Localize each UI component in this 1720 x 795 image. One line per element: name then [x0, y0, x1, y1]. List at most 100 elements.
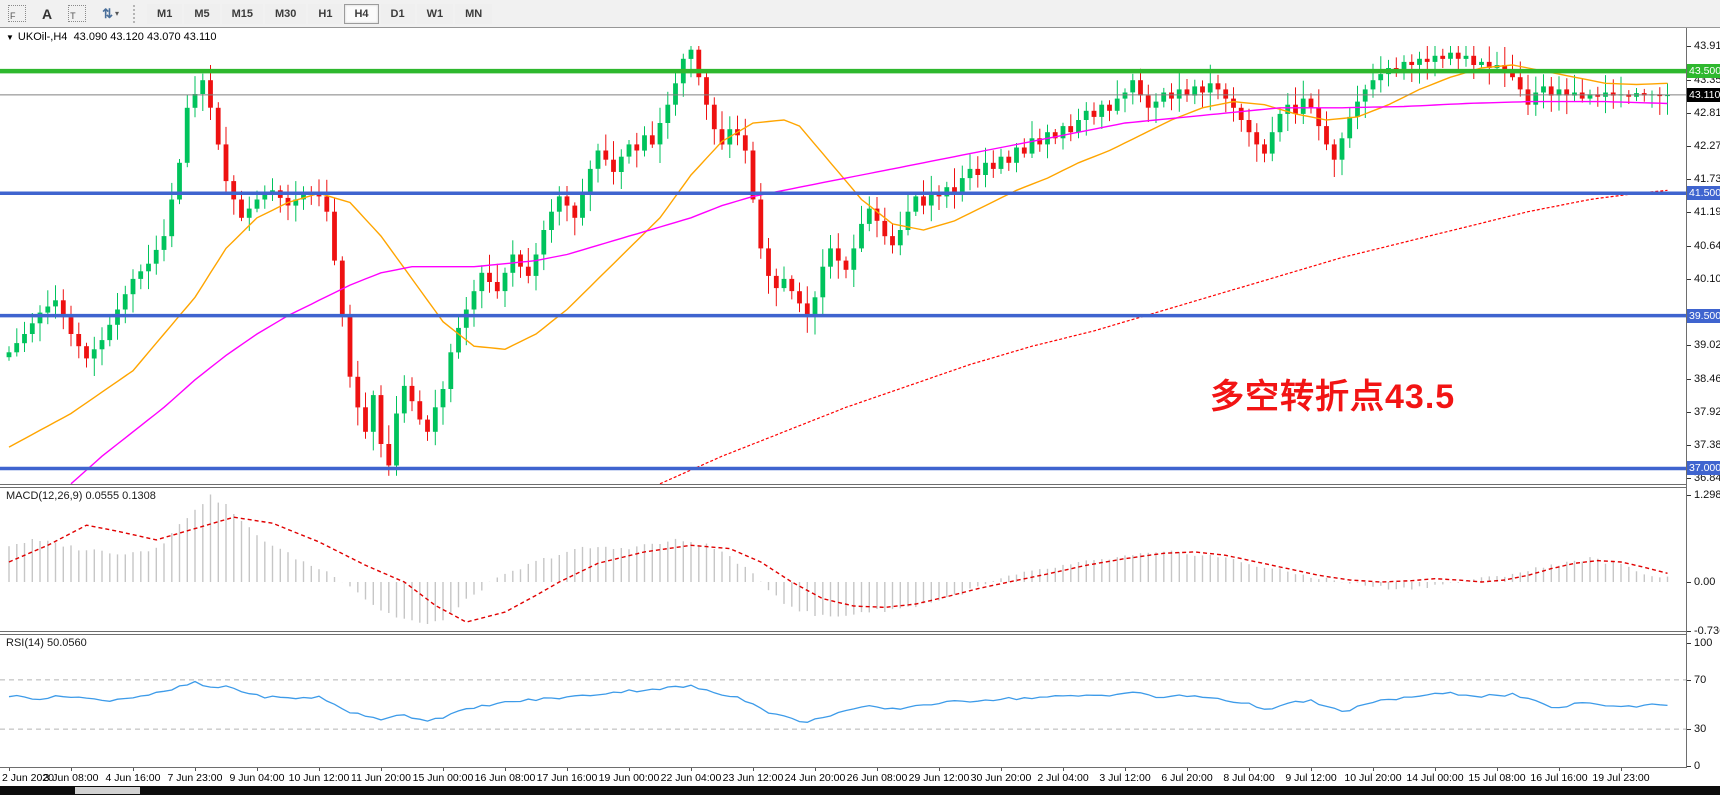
time-axis-label: 17 Jun 16:00	[536, 772, 598, 784]
timeframe-button-H1[interactable]: H1	[308, 3, 343, 24]
time-tick	[815, 768, 816, 771]
time-tick	[505, 768, 506, 771]
time-axis-label: 15 Jun 00:00	[412, 772, 474, 784]
time-axis-label: 15 Jul 08:00	[1468, 772, 1526, 784]
price-level-badge: 43.500	[1687, 64, 1720, 79]
price-level-badge: 41.500	[1687, 186, 1720, 201]
time-tick	[257, 768, 258, 771]
ohlc-values: 43.090 43.120 43.070 43.110	[73, 31, 217, 43]
time-axis-label: 6 Jul 20:00	[1161, 772, 1213, 784]
timeframe-button-M5[interactable]: M5	[184, 3, 220, 24]
ma-mid-line	[70, 100, 1668, 484]
timeframe-button-M15[interactable]: M15	[221, 3, 264, 24]
time-axis-label: 29 Jun 12:00	[908, 772, 970, 784]
time-axis-label: 7 Jun 23:00	[167, 772, 223, 784]
panel-separator	[0, 634, 1687, 635]
time-tick	[1249, 768, 1250, 771]
time-tick	[629, 768, 630, 771]
macd-histogram	[8, 494, 1669, 624]
letter-a-button[interactable]: A	[35, 3, 59, 24]
timeframe-button-W1[interactable]: W1	[416, 3, 454, 24]
time-axis-label: 26 Jun 08:00	[846, 772, 908, 784]
price-level-badge: 39.500	[1687, 308, 1720, 323]
text-box-icon: T	[68, 5, 87, 22]
symbol-label: UKOil-,H4	[17, 31, 68, 43]
macd-canvas[interactable]	[0, 488, 1687, 631]
time-axis-label: 9 Jun 04:00	[229, 772, 285, 784]
time-tick	[753, 768, 754, 771]
time-axis-label: 19 Jun 00:00	[598, 772, 660, 784]
rsi-canvas[interactable]	[0, 635, 1687, 767]
symbol-dropdown-icon[interactable]: ▼	[6, 33, 14, 42]
time-axis[interactable]: 2 Jun 2020 3 Jun 08:00 4 Jun 16:00 7 Jun 23…	[0, 767, 1687, 787]
time-tick	[1001, 768, 1002, 771]
letter-a-icon: A	[42, 5, 53, 22]
toolbar-grip	[133, 4, 140, 23]
text-box-button[interactable]: T	[61, 3, 93, 24]
time-tick	[1063, 768, 1064, 771]
bottom-scrollbar	[0, 786, 1720, 795]
drawing-tools-group: F A T ⇅ ▾	[0, 0, 127, 27]
time-axis-label: 16 Jul 16:00	[1530, 772, 1588, 784]
panel-separator	[0, 487, 1687, 488]
timeframe-button-MN[interactable]: MN	[455, 3, 493, 24]
price-level-badge: 37.000	[1687, 461, 1720, 476]
f-frame-icon: F	[8, 5, 26, 22]
toolbar: F A T ⇅ ▾ M1 M5 M15 M30 H1 H4 D1 W1 MN	[0, 0, 1720, 28]
rsi-level-lines	[0, 679, 1686, 730]
time-axis-label: 23 Jun 12:00	[722, 772, 784, 784]
time-tick	[319, 768, 320, 771]
ma-fast-line	[8, 64, 1668, 448]
time-tick	[1559, 768, 1560, 771]
price-axis[interactable]: 43.91043.35542.81542.27541.73541.19540.6…	[1687, 28, 1720, 785]
current-price-badge: 43.110	[1687, 87, 1720, 102]
panel-separator	[0, 484, 1687, 485]
scrollbar-thumb[interactable]	[75, 787, 140, 794]
dropdown-caret-icon: ▾	[115, 9, 120, 18]
axis-border	[1686, 28, 1687, 785]
time-tick	[939, 768, 940, 771]
time-axis-label: 10 Jul 20:00	[1344, 772, 1402, 784]
ma-slow-line	[659, 189, 1668, 484]
chart-annotation-text: 多空转折点43.5	[1210, 378, 1456, 416]
time-tick	[71, 768, 72, 771]
timeframe-button-M30[interactable]: M30	[265, 3, 307, 24]
time-tick	[1311, 768, 1312, 771]
time-axis-label: 11 Jun 20:00	[351, 772, 411, 784]
timeframe-button-H4[interactable]: H4	[344, 3, 379, 24]
arrange-arrows-button[interactable]: ⇅ ▾	[95, 3, 126, 24]
panel-separator	[0, 631, 1687, 632]
time-tick	[443, 768, 444, 771]
main-chart-canvas[interactable]	[0, 28, 1687, 484]
time-tick	[1125, 768, 1126, 771]
time-axis-label: 9 Jul 12:00	[1285, 772, 1337, 784]
f-frame-button[interactable]: F	[1, 3, 33, 24]
time-axis-label: 3 Jul 12:00	[1099, 772, 1151, 784]
time-axis-label: 16 Jun 08:00	[474, 772, 536, 784]
time-tick	[9, 768, 10, 771]
time-axis-label: 2 Jun 2020	[2, 772, 54, 784]
candles-layer	[6, 46, 1670, 476]
time-axis-label: 8 Jul 04:00	[1223, 772, 1275, 784]
timeframe-group: M1 M5 M15 M30 H1 H4 D1 W1 MN	[146, 0, 493, 27]
time-axis-label: 30 Jun 20:00	[970, 772, 1032, 784]
macd-signal-line	[8, 516, 1668, 623]
time-tick	[877, 768, 878, 771]
rsi-label: RSI(14) 50.0560	[6, 637, 87, 649]
level-lines[interactable]	[0, 68, 1686, 471]
time-tick	[1373, 768, 1374, 771]
time-axis-label: 22 Jun 04:00	[660, 772, 722, 784]
time-tick	[195, 768, 196, 771]
time-tick	[133, 768, 134, 771]
double-arrow-icon: ⇅	[102, 5, 114, 21]
time-axis-label: 2 Jul 04:00	[1037, 772, 1089, 784]
time-tick	[1497, 768, 1498, 771]
timeframe-button-M1[interactable]: M1	[147, 3, 183, 24]
time-tick	[1621, 768, 1622, 771]
time-axis-label: 3 Jun 08:00	[43, 772, 99, 784]
time-axis-label: 24 Jun 20:00	[784, 772, 846, 784]
time-tick	[1435, 768, 1436, 771]
timeframe-button-D1[interactable]: D1	[380, 3, 415, 24]
rsi-line	[8, 680, 1668, 723]
